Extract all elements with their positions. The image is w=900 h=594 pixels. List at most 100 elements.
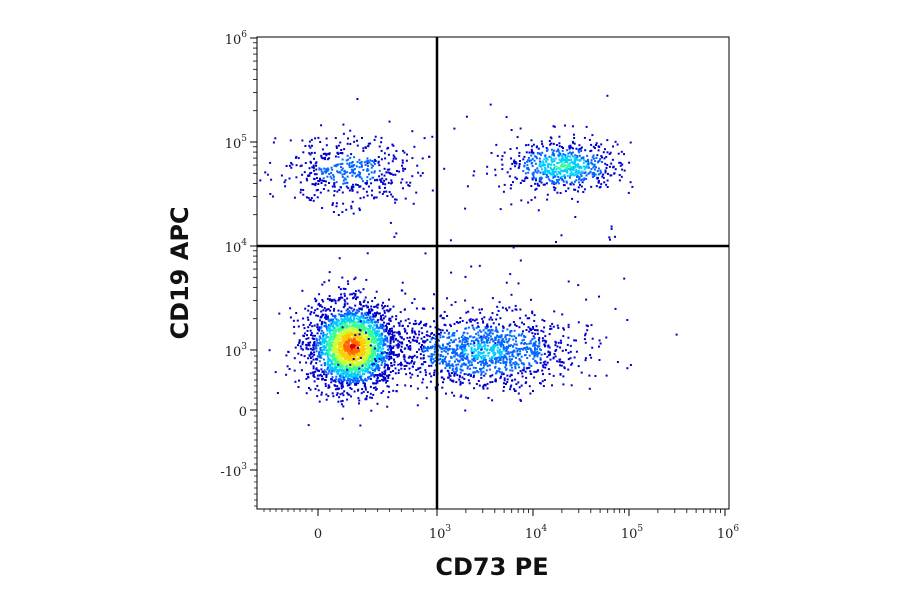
event-dot [587,172,590,175]
event-dot [519,359,522,362]
event-dot [547,178,550,181]
event-dot [342,179,345,182]
event-dot [378,185,381,188]
event-dot [551,322,554,325]
event-dot [398,340,401,343]
event-dot [546,193,549,196]
event-dot [397,342,400,345]
event-dot [352,367,355,370]
event-dot [570,171,573,174]
event-dot [354,293,357,296]
event-dot [501,163,504,166]
event-dot [528,363,531,366]
event-dot [539,161,542,164]
event-dot [597,167,600,170]
event-dot [333,349,336,352]
event-dot [363,336,366,339]
event-dot [595,144,597,146]
event-dot [558,178,561,181]
event-dot [496,331,499,333]
event-dot [333,182,336,185]
event-dot [591,173,594,176]
event-dot [381,192,384,195]
event-dot [353,342,356,345]
event-dot [334,314,337,317]
event-dot [321,157,324,160]
event-dot [330,363,333,366]
event-dot [338,377,341,380]
event-dot [351,332,354,335]
event-dot [513,159,516,162]
event-dot [583,177,586,180]
event-dot [499,377,502,380]
event-dot [578,171,581,174]
event-dot [347,350,350,353]
event-dot [531,145,534,148]
event-dot [311,166,314,169]
event-dot [552,181,555,183]
event-dot [545,340,548,343]
event-dot [310,334,312,336]
event-dot [495,336,498,339]
event-dot [349,336,352,339]
event-dot [362,382,365,385]
event-dot [355,165,358,168]
event-dot [360,327,363,330]
event-dot [547,368,550,371]
event-dot [509,331,512,334]
event-dot [472,340,475,343]
event-dot [357,389,359,392]
event-dot [328,326,331,329]
event-dot [557,154,560,157]
event-dot [584,177,587,180]
event-dot [391,364,393,367]
event-dot [580,179,583,182]
event-dot [389,344,392,347]
event-dot [341,381,344,384]
event-dot [529,392,532,395]
event-dot [532,357,535,360]
event-dot [298,340,301,343]
event-dot [376,331,379,334]
event-dot [323,349,326,351]
event-dot [507,350,510,353]
event-dot [305,377,308,380]
event-dot [474,371,477,374]
event-dot [323,346,326,349]
event-dot [494,357,497,360]
event-dot [526,167,529,170]
event-dot [348,166,351,169]
event-dot [361,137,363,139]
event-dot [309,313,312,316]
event-dot [467,361,470,364]
event-dot [328,353,331,356]
event-dot [353,367,356,370]
event-dot [517,372,520,375]
event-dot [453,374,456,377]
event-dot [586,329,589,332]
event-dot [354,336,357,339]
event-dot [363,299,366,302]
event-dot [382,375,385,378]
event-dot [329,309,332,312]
event-dot [461,354,464,357]
event-dot [480,373,483,376]
event-dot [285,354,288,357]
event-dot [344,317,347,320]
event-dot [316,314,319,317]
event-dot [569,344,572,347]
event-dot [439,355,442,358]
event-dot [412,335,415,338]
event-dot [538,157,541,160]
event-dot [300,188,302,191]
event-dot [574,171,577,174]
event-dot [384,373,387,376]
event-dot [339,393,342,396]
event-dot [368,360,371,363]
event-dot [484,372,487,375]
event-dot [465,337,468,340]
event-dot [483,357,486,359]
event-dot [428,364,431,367]
event-dot [323,170,326,173]
event-dot [366,343,369,346]
